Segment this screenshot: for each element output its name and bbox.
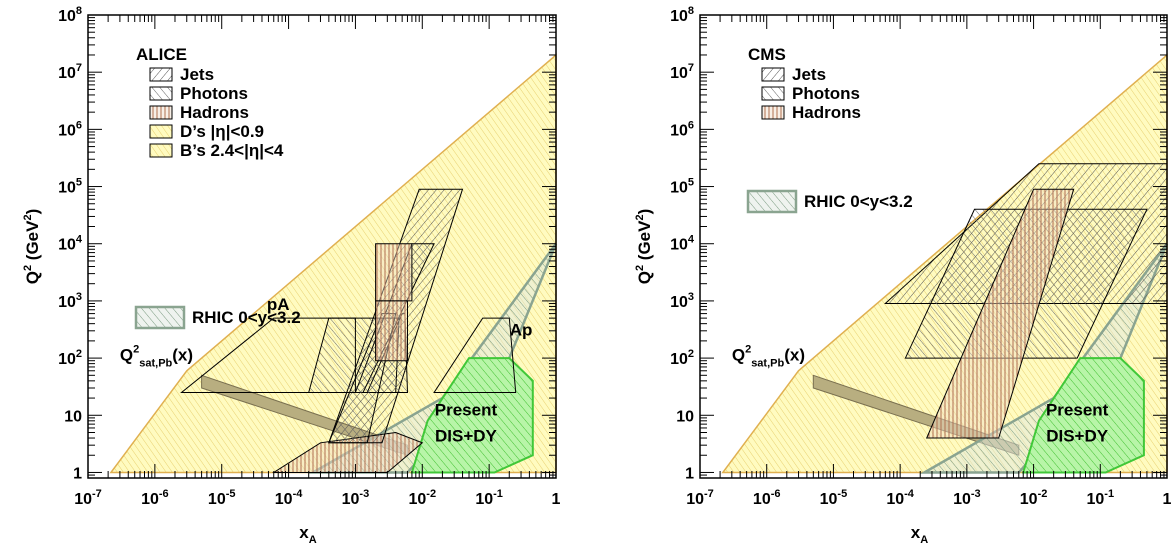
legend-label: Jets [180, 65, 214, 84]
x-tick-label: 10-5 [820, 488, 848, 508]
x-tick-label: 10-7 [686, 488, 714, 508]
legend-label: Photons [180, 84, 248, 103]
x-tick-label: 1 [1163, 491, 1171, 508]
qsat-label: Q2sat,Pb(x) [732, 344, 805, 370]
annotation: Present [1046, 400, 1109, 419]
annotation: DIS+DY [435, 426, 498, 445]
y-tick-label: 108 [58, 5, 82, 25]
legend-label: D’s |η|<0.9 [180, 122, 264, 141]
rhic-legend-label: RHIC 0<y<3.2 [192, 308, 301, 327]
hadrons-box-1 [375, 243, 413, 302]
hadrons-box [925, 188, 1075, 439]
hadrons-lower [271, 431, 424, 473]
y-tick-label: 104 [670, 234, 695, 254]
y-tick-label: 102 [670, 348, 694, 368]
y-axis-title: Q2 (GeV2) [22, 209, 42, 285]
x-tick-label: 10-3 [342, 488, 370, 508]
y-tick-label: 107 [58, 62, 82, 82]
y-tick-label: 104 [58, 234, 83, 254]
annotation: DIS+DY [1046, 426, 1109, 445]
legend-title: ALICE [136, 45, 187, 64]
legend-swatch [149, 86, 173, 101]
ap-outline [433, 317, 517, 393]
y-tick-label: 10 [676, 408, 694, 425]
annotation: Ap [510, 320, 533, 339]
x-tick-label: 10-5 [208, 488, 236, 508]
y-tick-label: 105 [670, 177, 694, 197]
annotation: Present [435, 400, 498, 419]
x-tick-label: 10-1 [475, 488, 503, 508]
pa-outline [180, 317, 356, 393]
x-tick-label: 10-1 [1086, 488, 1114, 508]
annotation: pA [267, 295, 290, 314]
x-tick-label: 10-2 [408, 488, 436, 508]
x-tick-label: 10-4 [886, 488, 914, 508]
legend-label: Photons [792, 84, 860, 103]
hadrons-box-2 [375, 300, 408, 362]
legend-label: Hadrons [792, 103, 861, 122]
legend-swatch [149, 124, 173, 139]
y-tick-label: 106 [670, 119, 694, 139]
rhic-legend-label: RHIC 0<y<3.2 [804, 192, 913, 211]
legend-swatch [149, 105, 173, 120]
x-tick-label: 10-6 [141, 488, 169, 508]
x-tick-label: 10-6 [753, 488, 781, 508]
legend-label: Hadrons [180, 103, 249, 122]
y-axis-title: Q2 (GeV2) [634, 209, 654, 285]
y-tick-label: 10 [64, 408, 82, 425]
y-tick-label: 107 [670, 62, 694, 82]
legend-swatch [149, 67, 173, 82]
x-tick-label: 1 [552, 491, 561, 508]
y-tick-label: 103 [58, 291, 82, 311]
legend-swatch [761, 67, 785, 82]
y-tick-label: 105 [58, 177, 82, 197]
rhic-legend-swatch [746, 189, 798, 214]
x-tick-label: 10-7 [74, 488, 102, 508]
x-axis-title: xA [911, 523, 928, 545]
right-panel: 10-7 10-6 10-5 10-4 10-3 10-2 10-1 1 1 10 102 103 10… [634, 5, 1171, 545]
y-tick-label: 1 [73, 465, 82, 482]
y-tick-label: 102 [58, 348, 82, 368]
legend-swatch [761, 105, 785, 120]
left-panel: 10-7 10-6 10-5 10-4 10-3 10-2 10-1 1 1 10 102 103 10… [22, 5, 561, 545]
legend-label: B’s 2.4<|η|<4 [180, 141, 284, 160]
rhic-legend-swatch [134, 305, 186, 330]
x-axis-title: xA [299, 523, 316, 545]
x-tick-label: 10-2 [1020, 488, 1048, 508]
y-tick-label: 106 [58, 119, 82, 139]
legend-title: CMS [748, 45, 786, 64]
legend-swatch [149, 143, 173, 158]
legend-swatch [761, 86, 785, 101]
x-tick-label: 10-3 [953, 488, 981, 508]
qsat-label: Q2sat,Pb(x) [120, 344, 193, 370]
present-dis-dy [1021, 357, 1145, 474]
y-tick-label: 108 [670, 5, 694, 25]
legend-label: Jets [792, 65, 826, 84]
y-tick-label: 103 [670, 291, 694, 311]
x-tick-label: 10-4 [275, 488, 303, 508]
present-dis-dy [410, 357, 534, 474]
y-tick-label: 1 [685, 465, 694, 482]
